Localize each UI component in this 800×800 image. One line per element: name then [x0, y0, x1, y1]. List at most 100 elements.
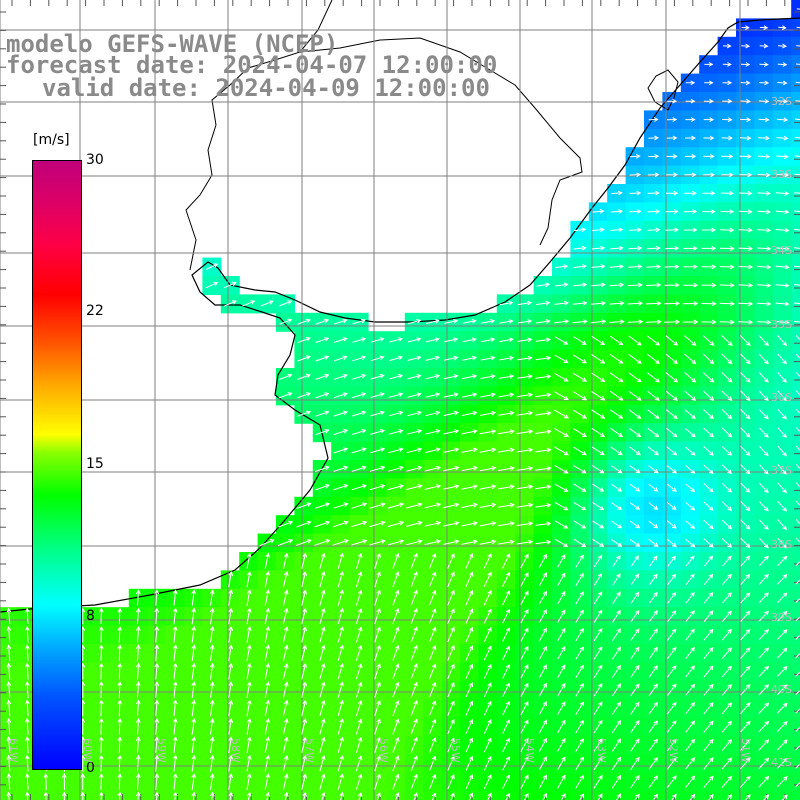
wind-arrow: [369, 520, 386, 528]
wind-arrow: [154, 791, 160, 800]
wind-arrow: [703, 519, 714, 530]
wind-arrow: [425, 374, 441, 380]
wind-arrow: [648, 610, 658, 623]
wind-arrow: [795, 519, 800, 525]
wind-arrow: [297, 373, 311, 380]
wind-arrow: [320, 791, 326, 800]
wind-arrow: [744, 794, 751, 800]
wind-arrow: [516, 466, 534, 471]
wind-arrow: [684, 353, 697, 365]
wind-arrow: [701, 246, 717, 251]
wind-arrow: [682, 282, 699, 288]
wind-arrow: [242, 300, 256, 307]
latitude-label: 36S: [771, 391, 792, 404]
wind-arrow: [209, 791, 215, 800]
wind-arrow: [498, 484, 515, 490]
wind-arrow: [740, 610, 751, 622]
wind-arrow: [191, 681, 197, 698]
wind-arrow: [135, 791, 141, 800]
wind-arrow: [425, 410, 441, 417]
wind-arrow: [410, 552, 418, 569]
wind-arrow: [209, 625, 215, 643]
wind-arrow: [431, 792, 437, 800]
wind-arrow: [777, 62, 788, 67]
wind-arrow: [228, 625, 234, 643]
wind-arrow: [645, 301, 662, 306]
valid-date: valid date: 2024-04-09 12:00:00: [42, 74, 490, 102]
wind-arrow: [777, 353, 787, 365]
coastline-lagoon: [647, 69, 679, 111]
wind-arrow: [591, 372, 606, 382]
wind-arrow: [24, 717, 30, 735]
wind-arrow: [319, 773, 326, 790]
wind-arrow: [685, 720, 696, 733]
wind-arrow: [301, 552, 307, 570]
wind-arrow: [758, 775, 770, 788]
color-scale-bar: [32, 160, 82, 770]
wind-arrow: [721, 538, 733, 548]
wind-arrow: [355, 773, 363, 790]
wind-arrow: [352, 410, 367, 417]
wind-arrow: [758, 427, 769, 438]
wind-arrow: [557, 646, 566, 660]
wind-arrow: [684, 154, 697, 159]
wind-arrow: [611, 738, 621, 752]
wind-arrow: [297, 318, 311, 325]
wind-arrow: [392, 552, 400, 569]
wind-arrow: [652, 793, 659, 800]
wind-arrow: [264, 681, 271, 698]
wind-arrow: [443, 374, 459, 380]
wind-cell: [294, 791, 314, 800]
wind-arrow: [777, 500, 787, 512]
wind-arrow: [648, 502, 659, 511]
wind-arrow: [516, 374, 533, 379]
wind-arrow: [721, 372, 733, 383]
wind-arrow: [557, 554, 566, 568]
wind-cell: [791, 717, 800, 737]
wind-arrow: [351, 447, 367, 454]
wind-arrow: [738, 319, 754, 325]
wind-arrow: [314, 539, 331, 546]
wind-arrow: [557, 756, 566, 771]
wind-arrow: [6, 681, 12, 698]
wind-arrow: [738, 227, 753, 233]
wind-arrow: [740, 573, 751, 585]
wind-arrow: [629, 190, 642, 196]
wind-arrow: [648, 628, 658, 641]
wind-arrow: [591, 427, 606, 438]
wind-arrow: [355, 736, 363, 753]
wind-arrow: [702, 209, 716, 214]
wind-arrow: [593, 627, 603, 642]
wind-arrow: [259, 539, 275, 547]
wind-arrow: [628, 353, 642, 364]
wind-arrow: [499, 319, 514, 324]
wind-cell: [791, 404, 800, 424]
wind-arrow: [333, 392, 348, 399]
wind-arrow: [628, 427, 642, 438]
wind-arrow: [447, 755, 455, 771]
wind-arrow: [516, 447, 534, 453]
wind-arrow: [612, 555, 621, 567]
wind-arrow: [301, 699, 307, 717]
wind-cell: [791, 36, 800, 56]
wind-arrow: [374, 718, 381, 735]
wind-arrow: [228, 699, 234, 717]
wind-arrow: [572, 300, 588, 306]
wind-arrow: [447, 589, 455, 606]
wind-arrow: [117, 625, 123, 643]
wind-arrow: [352, 318, 366, 325]
wind-arrow: [172, 681, 178, 698]
wind-arrow: [575, 572, 584, 586]
wind-arrow: [591, 245, 606, 251]
wind-arrow: [228, 644, 234, 662]
wind-arrow: [264, 699, 271, 717]
wind-arrow: [282, 681, 289, 698]
wind-arrow: [740, 665, 751, 678]
wind-arrow: [777, 80, 788, 86]
wind-arrow: [557, 664, 566, 679]
wind-arrow: [796, 45, 800, 47]
wind-arrow: [228, 736, 234, 754]
wind-arrow: [793, 265, 800, 268]
wind-arrow: [609, 372, 624, 383]
wind-arrow: [374, 589, 381, 606]
